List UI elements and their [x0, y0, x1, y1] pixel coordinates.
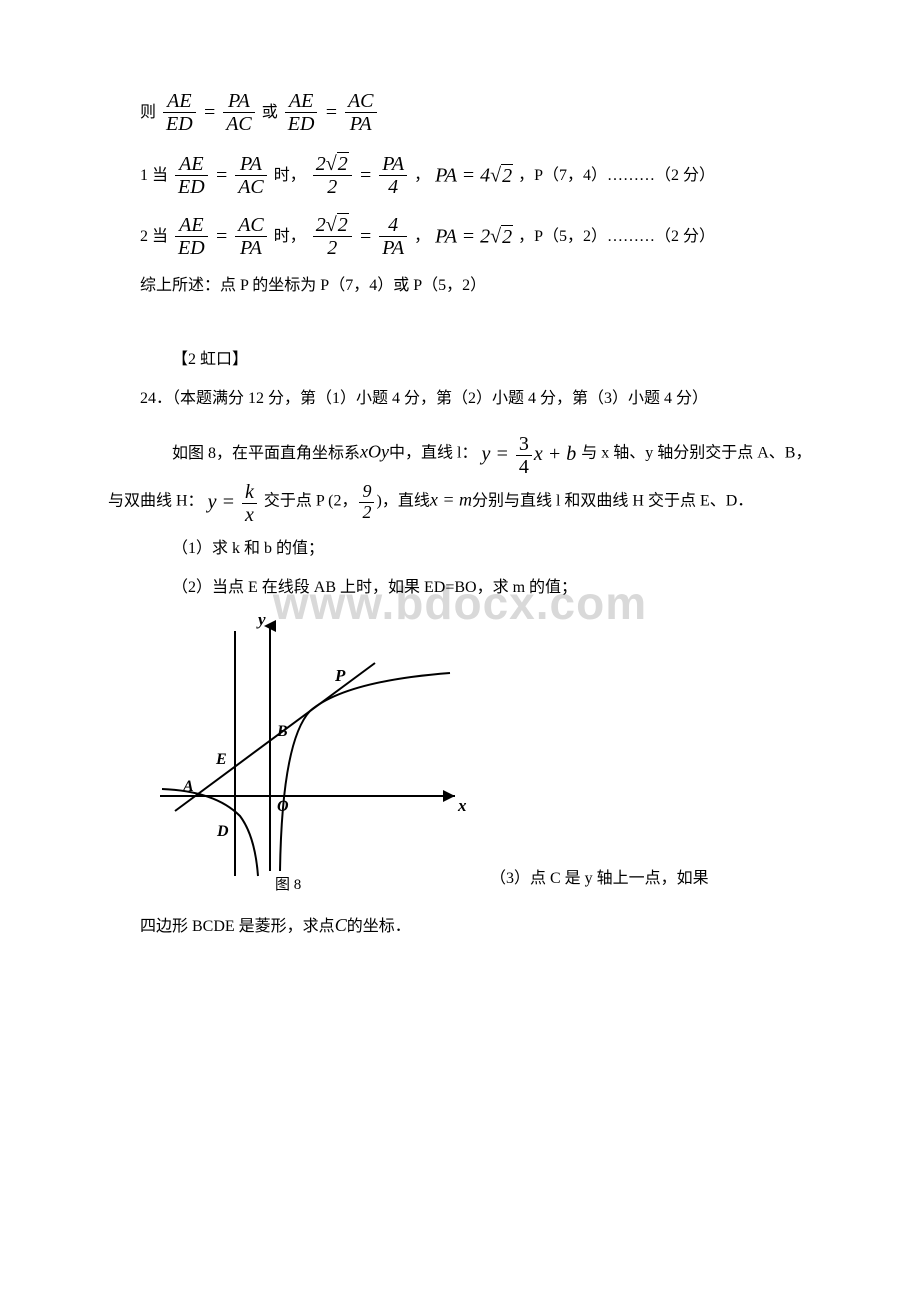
- frac-num: AE: [175, 153, 208, 176]
- sub-q3-cont: 四边形 BCDE 是菱形，求点C的坐标．: [140, 908, 820, 942]
- stem-mid1: 中，直线 l：: [389, 445, 477, 462]
- frac-num: 9: [359, 482, 374, 503]
- frac-den: ED: [175, 237, 208, 259]
- figure-8: y x O P B E A D 图 8: [140, 611, 480, 891]
- sep: ，: [414, 167, 430, 184]
- eq-tail: x + b: [534, 443, 576, 465]
- sep: ，: [414, 228, 430, 245]
- frac-den: ED: [175, 176, 208, 198]
- sub-q3-right: （3）点 C 是 y 轴上一点，如果: [490, 864, 820, 902]
- stem-mid4: )，直线: [376, 493, 429, 510]
- eq-hyper: y = kx: [208, 491, 264, 513]
- frac-num: 4: [379, 214, 407, 237]
- frac-den: PA: [379, 237, 407, 259]
- frac-num: PA: [379, 153, 407, 176]
- eq-lhs: y: [481, 443, 490, 465]
- frac-den: 2: [359, 503, 374, 523]
- axis-y-label: y: [256, 611, 266, 629]
- frac-num: AE: [285, 90, 318, 113]
- case2-tail: ，P（5，2）………（2 分）: [518, 228, 715, 245]
- case1-tail: ，P（7，4）………（2 分）: [518, 167, 715, 184]
- case2-mid: 时，: [274, 228, 306, 245]
- frac-num: AC: [345, 90, 377, 113]
- sub-q2: （2）当点 E 在线段 AB 上时，如果 ED=BO，求 m 的值；: [140, 573, 820, 603]
- case1-eqC: PA = 4√2: [435, 164, 513, 187]
- frac-num: PA: [223, 90, 255, 113]
- figure-caption: 图 8: [275, 876, 301, 891]
- frac-num: 2√2: [313, 214, 352, 237]
- frac-den: 2: [313, 176, 352, 198]
- frac-num: AE: [175, 214, 208, 237]
- eq-line-l: y = 34x + b: [481, 443, 581, 465]
- q3-cont-text: 四边形 BCDE 是菱形，求点: [140, 918, 335, 935]
- frac-num: 2√2: [313, 153, 352, 176]
- point-a-label: A: [182, 778, 194, 795]
- stem-mid2: 与 x 轴、y 轴分别交于点: [581, 445, 753, 462]
- q24-stem: 如图 8，在平面直角坐标系xOy中，直线 l： y = 34x + b 与 x …: [108, 430, 820, 526]
- q24-header: 24．（本题满分 12 分，第（1）小题 4 分，第（2）小题 4 分，第（3）…: [108, 384, 820, 414]
- origin-label: O: [277, 798, 289, 815]
- stem-pre: 如图 8，在平面直角坐标系: [108, 445, 360, 462]
- stem-xoy: xOy: [360, 442, 389, 462]
- source-header: 【2 虹口】: [140, 345, 820, 375]
- frac-num: AC: [235, 214, 267, 237]
- point-c-var: C: [335, 915, 347, 935]
- frac-den: 4: [516, 456, 532, 478]
- point-p-label: P: [334, 666, 346, 685]
- frac-num: 3: [516, 433, 532, 456]
- axis-x-label: x: [457, 796, 467, 815]
- text-or: 或: [262, 104, 278, 121]
- case1-mid: 时，: [274, 167, 306, 184]
- eq-lhs: y: [208, 491, 217, 513]
- sub-q1: （1）求 k 和 b 的值；: [140, 534, 820, 564]
- case2-pre: 2 当: [140, 228, 168, 245]
- text-ze: 则: [140, 104, 156, 121]
- stem-mid3: 交于点 P (2，: [264, 493, 358, 510]
- q3-tail: 的坐标．: [347, 918, 411, 935]
- frac-num: PA: [235, 153, 267, 176]
- frac-num: k: [242, 481, 257, 504]
- case2-eqC: PA = 2√2: [435, 225, 513, 248]
- frac-den: AC: [235, 176, 267, 198]
- frac-den: ED: [163, 113, 196, 135]
- eq-line-1: 则 AEED = PAAC 或 AEED = ACPA: [140, 90, 820, 135]
- point-e-label: E: [215, 751, 227, 768]
- frac-den: 4: [379, 176, 407, 198]
- eq-case-2: 2 当 AEED = ACPA 时， 2√22 = 4PA ， PA = 2√2…: [140, 214, 820, 259]
- frac-den: x: [242, 504, 257, 526]
- frac-den: ED: [285, 113, 318, 135]
- case1-pre: 1 当: [140, 167, 168, 184]
- frac-num: AE: [163, 90, 196, 113]
- point-d-label: D: [216, 823, 229, 840]
- eq-case-1: 1 当 AEED = PAAC 时， 2√22 = PA4 ， PA = 4√2…: [140, 153, 820, 198]
- frac-den: AC: [223, 113, 255, 135]
- stem-mid5: 分别与直线 l 和双曲线 H 交于点 E、D．: [472, 493, 753, 510]
- stem-xm: x = m: [430, 490, 472, 510]
- point-b-label: B: [276, 723, 288, 740]
- frac-den: 2: [313, 237, 352, 259]
- frac-den: PA: [235, 237, 267, 259]
- summary-line: 综上所述：点 P 的坐标为 P（7，4）或 P（5，2）: [140, 271, 820, 301]
- frac-den: PA: [345, 113, 377, 135]
